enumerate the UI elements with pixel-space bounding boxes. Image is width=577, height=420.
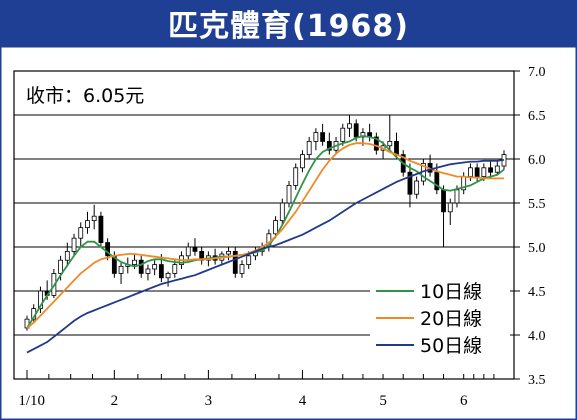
y-tick-label: 7.0 (528, 65, 546, 80)
candle-body (38, 290, 43, 310)
candle-body (226, 250, 231, 255)
y-tick-label: 4.5 (528, 285, 546, 300)
candle-body (353, 123, 359, 138)
candle-body (300, 154, 305, 169)
y-tick-label: 3.5 (528, 373, 546, 388)
stock-chart: 3.5 4.0 4.5 5.0 5.5 6.0 6.5 7.0 1/10 2 3 4 5 6 收市：6.… (0, 46, 577, 420)
x-tick-label: 5 (379, 393, 387, 409)
candle-body (414, 180, 420, 195)
close-label-box (20, 77, 162, 109)
y-tick-label: 6.5 (528, 109, 546, 124)
title-bar: 匹克體育(1968) (0, 0, 577, 46)
candle-body (407, 171, 413, 195)
legend-label-ma10: 10日線 (420, 281, 482, 303)
ma20-line (26, 142, 504, 329)
candle-body (132, 259, 137, 265)
candle-body (71, 237, 77, 252)
candle-body (152, 264, 158, 270)
candle-body (58, 259, 63, 274)
candle-body (387, 141, 393, 147)
candle-body (232, 250, 238, 274)
candle-body (326, 141, 332, 151)
x-tick-label: 1/10 (18, 393, 45, 409)
x-tick-label: 3 (205, 393, 213, 409)
candle-body (454, 189, 460, 204)
candle-body (313, 132, 319, 142)
candle-body (279, 202, 285, 222)
candle-body (172, 264, 178, 274)
candle-body (488, 167, 493, 173)
candle-body (320, 132, 326, 142)
candle-body (494, 165, 500, 173)
candle-body (474, 167, 480, 178)
candle-body (158, 264, 164, 279)
candle-body (306, 141, 312, 156)
candle-body (85, 220, 90, 229)
chart-title: 匹克體育(1968) (168, 9, 409, 44)
y-tick-label: 4.0 (528, 329, 546, 344)
candle-body (98, 215, 104, 243)
candle-body (78, 227, 84, 239)
candle-body (165, 272, 171, 279)
candle-body (394, 141, 399, 156)
candle-body (246, 255, 252, 266)
legend: 10日線 20日線 50日線 (370, 278, 510, 374)
x-tick-label: 4 (299, 393, 307, 409)
legend-label-ma20: 20日線 (420, 308, 482, 330)
legend-label-ma50: 50日線 (420, 335, 482, 357)
candle-body (239, 264, 245, 274)
candle-body (64, 250, 70, 261)
close-price-label: 收市：6.05元 (26, 85, 144, 107)
candle-body (447, 202, 453, 213)
y-tick-label: 5.0 (528, 241, 546, 256)
candle-body (118, 265, 124, 274)
x-tick-label: 2 (111, 393, 119, 409)
legend-box (370, 278, 510, 374)
candle-body (105, 242, 111, 257)
candle-body (441, 189, 446, 213)
candle-body (91, 215, 97, 221)
candle-body (192, 246, 198, 252)
candle-body (347, 123, 352, 129)
candle-body (373, 136, 379, 151)
candle-body (138, 259, 144, 274)
y-axis: 3.5 4.0 4.5 5.0 5.5 6.0 6.5 7.0 (514, 65, 546, 388)
moving-average-lines (26, 135, 505, 354)
x-axis: 1/10 2 3 4 5 6 (18, 370, 495, 409)
candle-body (145, 268, 151, 274)
y-tick-label: 5.5 (528, 197, 546, 212)
candle-body (468, 167, 473, 178)
candle-body (293, 167, 299, 186)
candle-body (273, 220, 278, 235)
candle-body (185, 246, 191, 257)
candle-body (481, 167, 487, 178)
ma50-line (26, 159, 505, 354)
candle-body (286, 184, 292, 204)
candle-body (340, 127, 346, 142)
y-tick-label: 6.0 (528, 153, 546, 168)
x-tick-label: 6 (460, 393, 468, 409)
